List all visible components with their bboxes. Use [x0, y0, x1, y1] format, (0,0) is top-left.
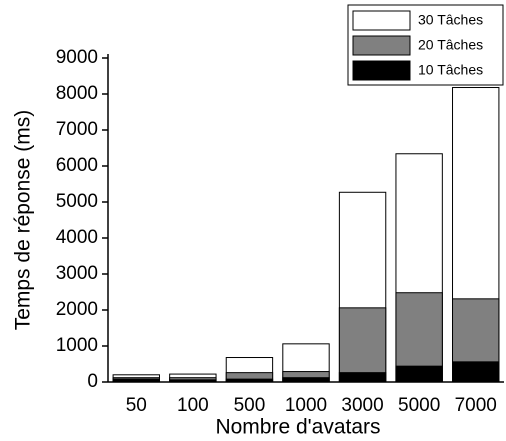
y-tick-label: 7000	[56, 119, 98, 140]
y-tick-label: 9000	[56, 47, 98, 68]
y-tick-label: 2000	[56, 299, 98, 320]
y-tick-label: 6000	[56, 155, 98, 176]
x-tick-label: 7000	[455, 395, 497, 416]
x-tick-label: 500	[234, 395, 266, 416]
y-axis-title: Temps de réponse (ms)	[12, 110, 35, 331]
y-tick-label: 8000	[56, 83, 98, 104]
x-tick-label: 5000	[398, 395, 440, 416]
x-tick-label: 1000	[285, 395, 327, 416]
bar	[395, 365, 443, 383]
y-tick-label: 4000	[56, 227, 98, 248]
y-tick-label: 5000	[56, 191, 98, 212]
x-tick-label: 3000	[341, 395, 383, 416]
x-tick-label: 100	[177, 395, 209, 416]
legend-swatch	[352, 60, 411, 81]
legend-label: 30 Tâches	[418, 12, 483, 28]
bar	[452, 361, 500, 383]
legend-swatch	[352, 10, 411, 31]
bar	[338, 372, 387, 383]
legend-label: 10 Tâches	[418, 62, 483, 78]
bar	[338, 307, 387, 383]
y-tick-label: 1000	[56, 335, 98, 356]
legend-label: 20 Tâches	[418, 37, 483, 53]
x-axis-title: Nombre d'avatars	[215, 416, 380, 439]
legend-swatch	[352, 35, 411, 56]
y-tick-label: 3000	[56, 263, 98, 284]
x-tick-label: 50	[126, 395, 147, 416]
y-tick-label: 0	[87, 371, 98, 392]
